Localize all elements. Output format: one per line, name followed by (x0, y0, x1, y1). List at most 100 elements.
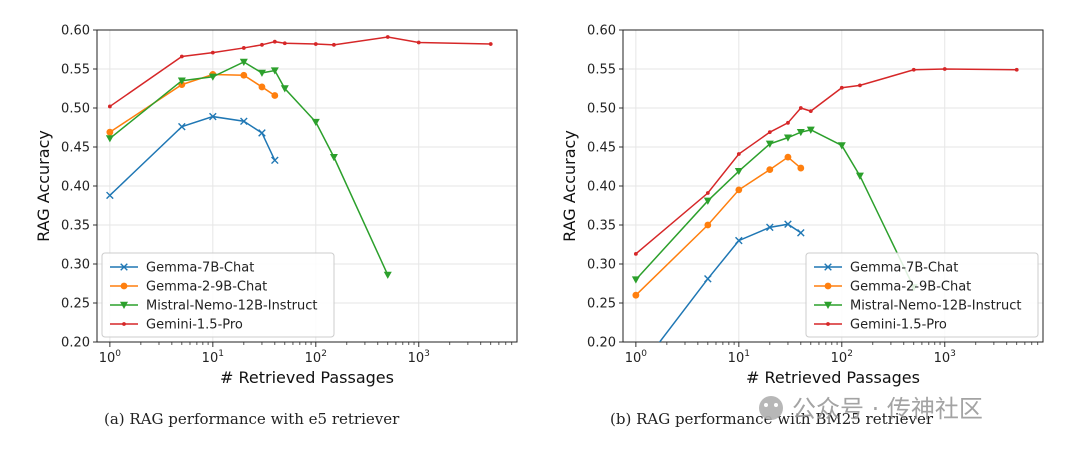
legend-entry: Gemini-1.5-Pro (850, 318, 947, 333)
data-point (798, 106, 803, 110)
data-point (808, 109, 813, 114)
plot-area-frame (96, 29, 518, 343)
y-tick-label: 0.35 (61, 219, 90, 234)
y-tick-label: 0.25 (61, 297, 90, 312)
data-point (488, 42, 493, 46)
data-point (633, 251, 638, 256)
y-tick-label: 0.50 (587, 102, 616, 117)
data-point (258, 83, 266, 91)
series-line (109, 115, 276, 196)
chart-panel-2: 0.20 0.25 0.30 0.35 0.40 0.45 0.50 0.55 0.60 100 1… (560, 24, 1044, 428)
x-axis-label: # Retrieved Passages (220, 368, 394, 387)
y-axis-label: RAG Accuracy (560, 130, 579, 242)
series-line (635, 68, 1017, 255)
data-point (240, 117, 248, 126)
x-tick-label: 100 (625, 349, 648, 366)
data-point (209, 112, 217, 121)
data-point (766, 166, 774, 174)
chart-panel-1: 0.20 0.25 0.30 0.35 0.40 0.45 0.50 0.55 0.60 100 1… (34, 24, 518, 428)
legend-entry: Gemma-7B-Chat (146, 261, 254, 276)
watermark-text: 公众号 · 传神社区 (792, 395, 983, 423)
data-point (260, 42, 264, 47)
data-point (311, 118, 320, 127)
legend-marker (826, 322, 830, 326)
y-tick-label: 0.50 (61, 102, 90, 117)
data-point (784, 220, 792, 229)
data-point (735, 186, 743, 194)
legend-entry: Gemma-2-9B-Chat (850, 280, 971, 295)
y-tick-label: 0.45 (61, 141, 90, 156)
x-tick-label: 103 (408, 349, 430, 366)
x-tick-label: 101 (202, 349, 224, 366)
x-tick-label: 101 (728, 349, 750, 366)
data-point (271, 92, 279, 99)
data-point (806, 126, 815, 134)
data-point (786, 120, 790, 125)
legend-marker (122, 322, 126, 326)
data-point (257, 69, 266, 77)
y-tick-label: 0.20 (587, 336, 616, 351)
data-point (767, 130, 772, 135)
legend-entry: Mistral-Nemo-12B-Instruct (146, 299, 318, 314)
data-point (1014, 67, 1019, 72)
data-point (704, 275, 712, 283)
data-point (858, 83, 862, 88)
data-point (106, 191, 114, 200)
data-point (703, 197, 712, 205)
data-point (282, 41, 287, 46)
data-point (797, 164, 805, 172)
data-point (178, 122, 186, 131)
data-point (837, 142, 846, 150)
x-tick-label: 102 (305, 349, 327, 366)
legend: Gemma-7B-Chat Gemma-2-9B-Chat Mistral-Nemo… (101, 252, 335, 338)
data-point (332, 42, 336, 47)
data-point (280, 85, 289, 93)
plot-series (631, 67, 1019, 377)
series-gemma-7b-chat (106, 112, 279, 200)
data-point (704, 221, 712, 229)
data-point (383, 271, 392, 279)
series-line (109, 36, 491, 108)
x-tick-label: 103 (934, 349, 956, 366)
legend-marker (120, 301, 128, 309)
x-axis-label: # Retrieved Passages (746, 368, 920, 387)
x-tick-label: 100 (99, 349, 122, 366)
series-line (109, 61, 389, 276)
legend-box (101, 252, 335, 338)
data-point (911, 67, 916, 72)
data-point (797, 229, 805, 237)
legend-marker (824, 282, 832, 290)
y-axis-label: RAG Accuracy (34, 130, 53, 242)
data-point (105, 135, 114, 143)
y-tick-label: 0.60 (587, 24, 616, 39)
legend-entry: Gemma-7B-Chat (850, 261, 958, 276)
y-tick-label: 0.20 (61, 336, 90, 351)
legend: Gemma-7B-Chat Gemma-2-9B-Chat Mistral-Nemo… (805, 252, 1039, 338)
watermark: 公众号 · 传神社区 (759, 395, 983, 423)
legend-box (805, 252, 1039, 338)
data-point (416, 40, 421, 45)
series-gemini-1-5-pro (633, 67, 1019, 256)
data-point (106, 128, 114, 136)
data-point (329, 153, 338, 162)
data-point (784, 153, 792, 161)
data-point (271, 156, 279, 165)
data-point (313, 42, 318, 46)
plot-area-frame (622, 29, 1044, 343)
legend-entry: Gemma-2-9B-Chat (146, 280, 267, 295)
data-point (239, 58, 248, 66)
y-tick-label: 0.40 (61, 180, 90, 195)
y-tick-label: 0.40 (587, 180, 616, 195)
y-tick-label: 0.55 (587, 63, 616, 78)
data-point (631, 276, 640, 284)
series-line (658, 223, 802, 342)
data-point (735, 236, 743, 245)
legend-marker (120, 263, 128, 271)
data-point (272, 39, 277, 44)
legend-entry: Mistral-Nemo-12B-Instruct (850, 299, 1022, 314)
data-point (633, 370, 640, 377)
data-point (736, 152, 741, 156)
data-point (107, 104, 112, 109)
y-tick-label: 0.30 (587, 258, 616, 273)
data-point (796, 128, 805, 137)
